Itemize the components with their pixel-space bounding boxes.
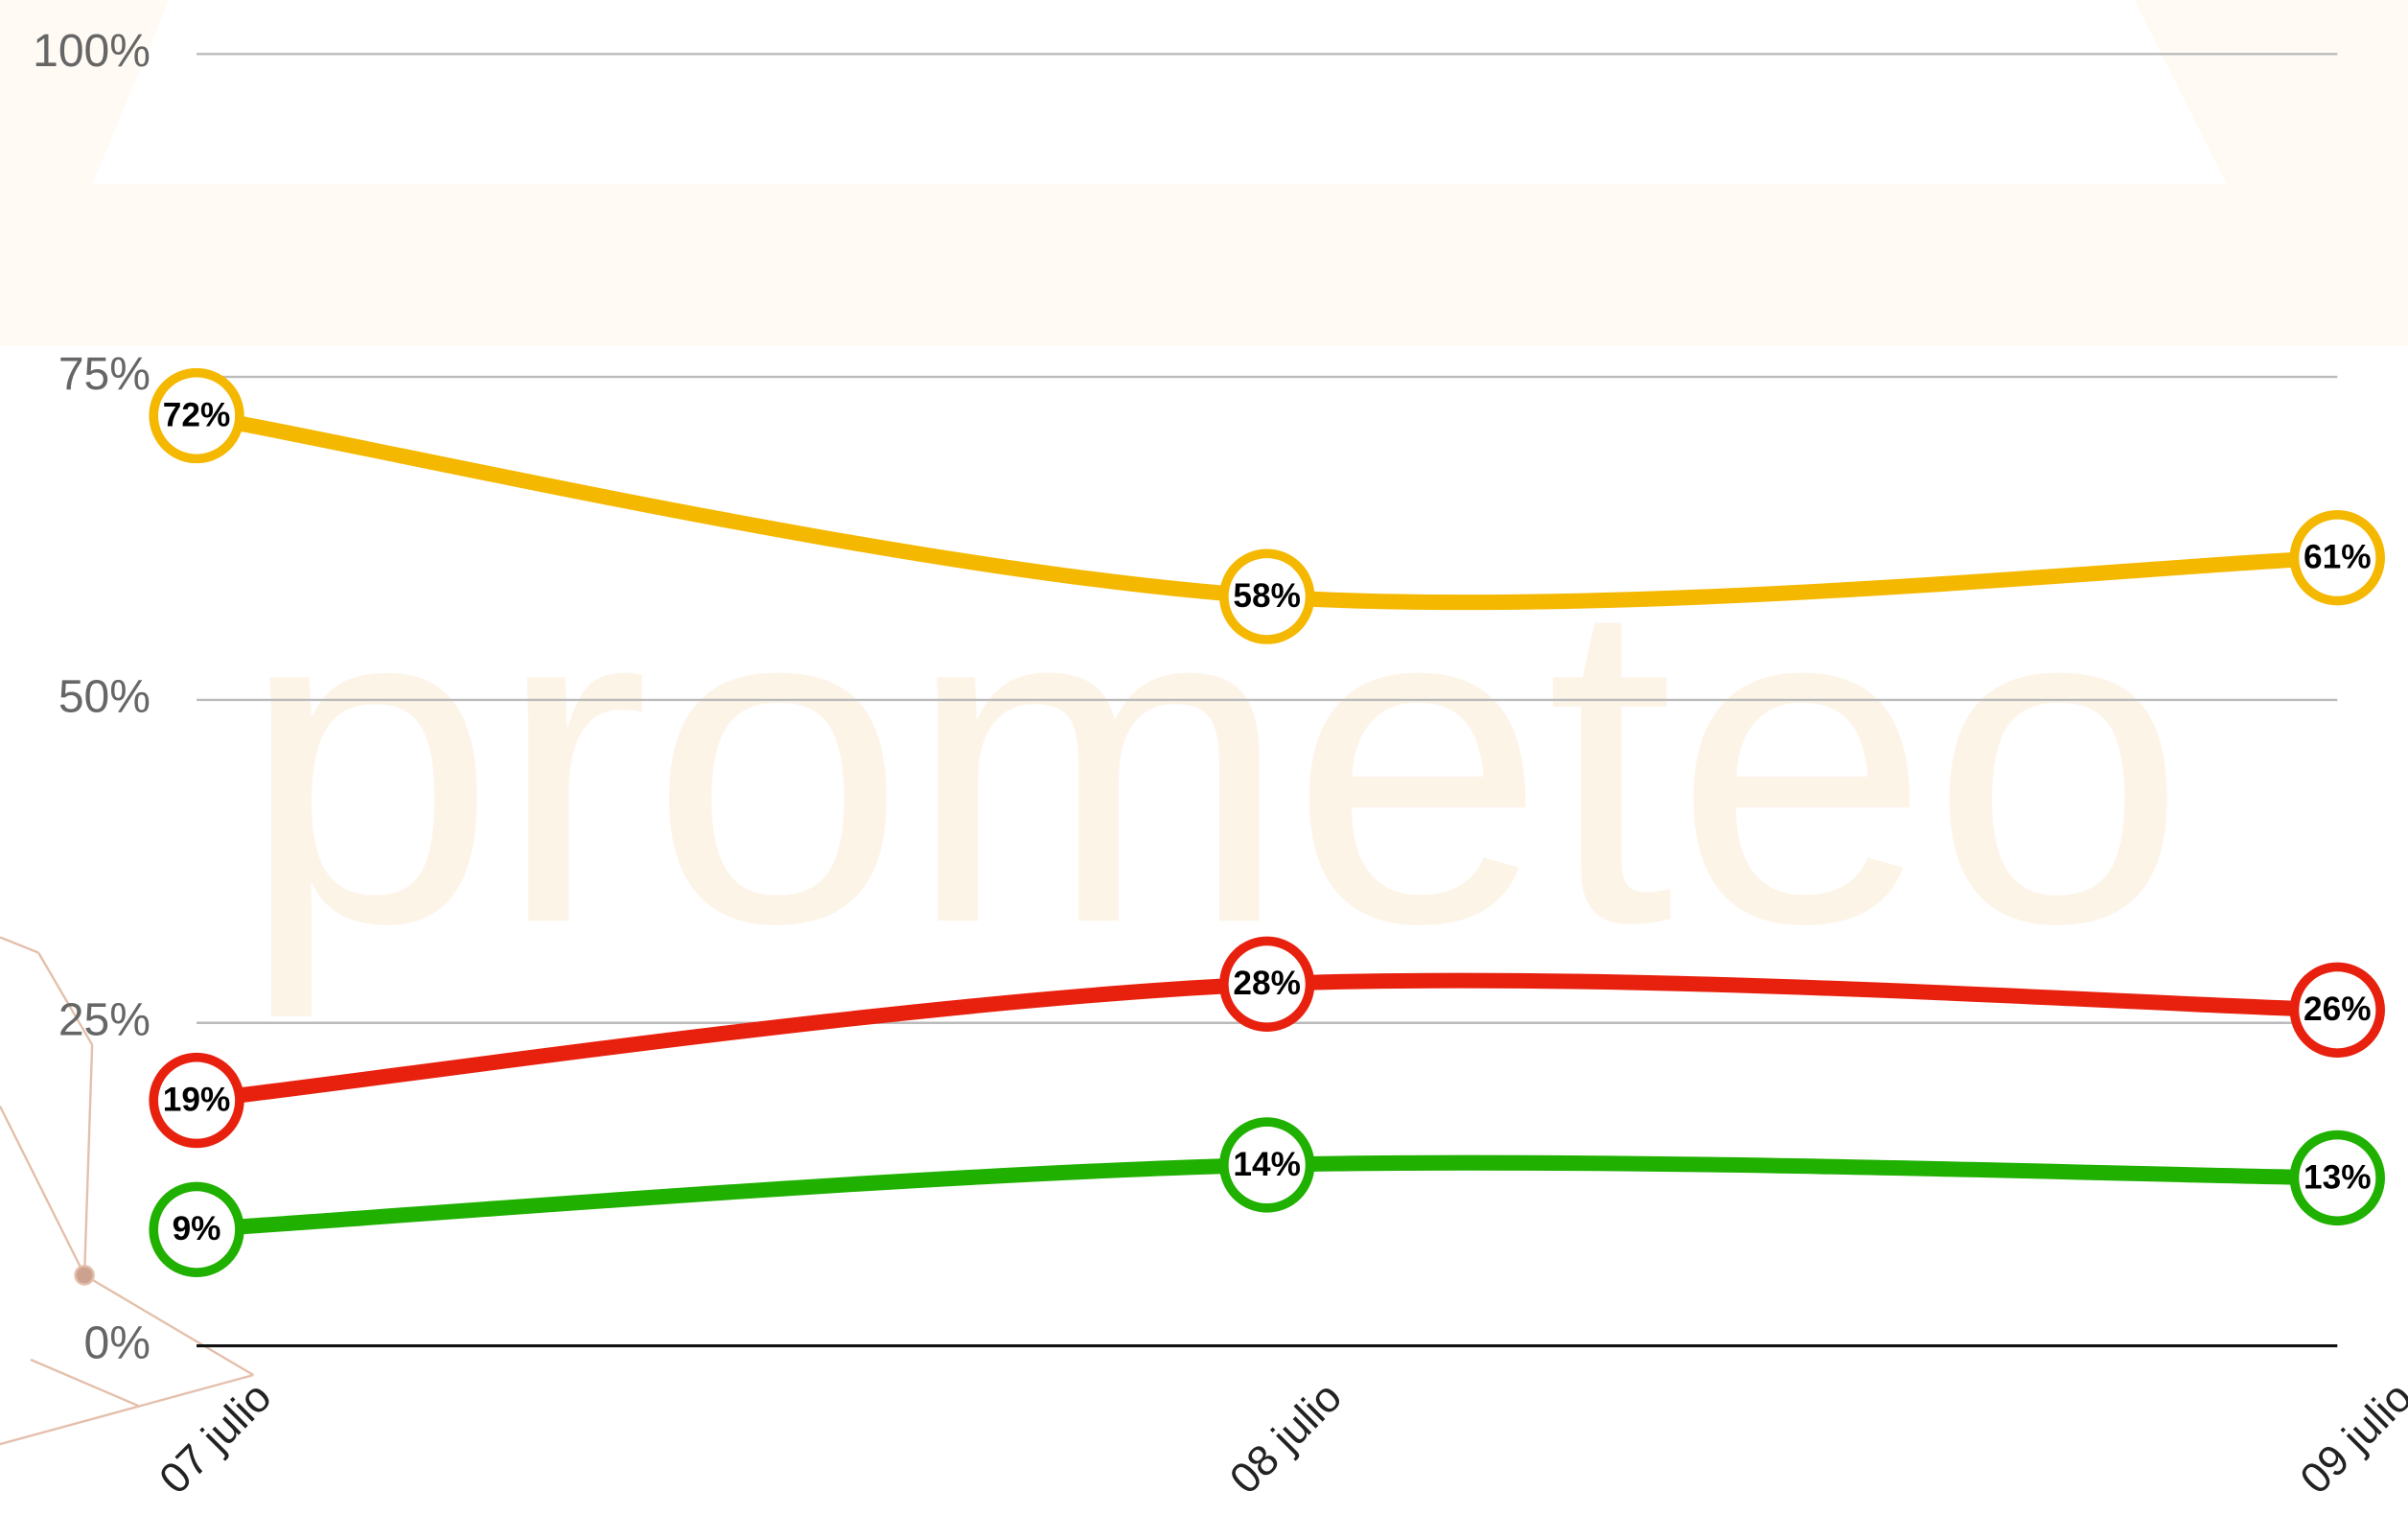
data-label: 61% xyxy=(2304,539,2372,576)
x-tick-label: 07 julio xyxy=(150,1372,281,1503)
data-label: 58% xyxy=(1233,577,1301,615)
point-marker xyxy=(1219,1117,1315,1213)
data-label: 72% xyxy=(163,396,231,433)
point-marker xyxy=(149,1181,244,1277)
point-marker xyxy=(1219,936,1315,1032)
x-tick-label: 08 julio xyxy=(1220,1372,1352,1503)
y-tick-label: 0% xyxy=(84,1317,150,1368)
data-label: 14% xyxy=(1233,1146,1301,1183)
y-tick-label: 25% xyxy=(58,993,150,1045)
y-tick-label: 75% xyxy=(58,348,150,400)
data-label: 26% xyxy=(2304,991,2372,1028)
data-label: 28% xyxy=(1233,965,1301,1002)
point-marker xyxy=(1219,548,1315,644)
decoration xyxy=(0,936,254,1446)
y-tick-label: 50% xyxy=(58,671,150,723)
data-label: 13% xyxy=(2304,1158,2372,1196)
point-marker xyxy=(149,1052,244,1149)
point-marker xyxy=(2289,962,2385,1058)
point-marker xyxy=(2289,1130,2385,1226)
data-label: 9% xyxy=(173,1210,221,1247)
header-shape xyxy=(92,0,2227,185)
point-marker xyxy=(2289,510,2385,606)
x-tick-label: 09 julio xyxy=(2290,1372,2408,1503)
y-tick-label: 100% xyxy=(33,25,150,77)
data-label: 19% xyxy=(163,1082,231,1119)
point-marker xyxy=(149,367,244,464)
